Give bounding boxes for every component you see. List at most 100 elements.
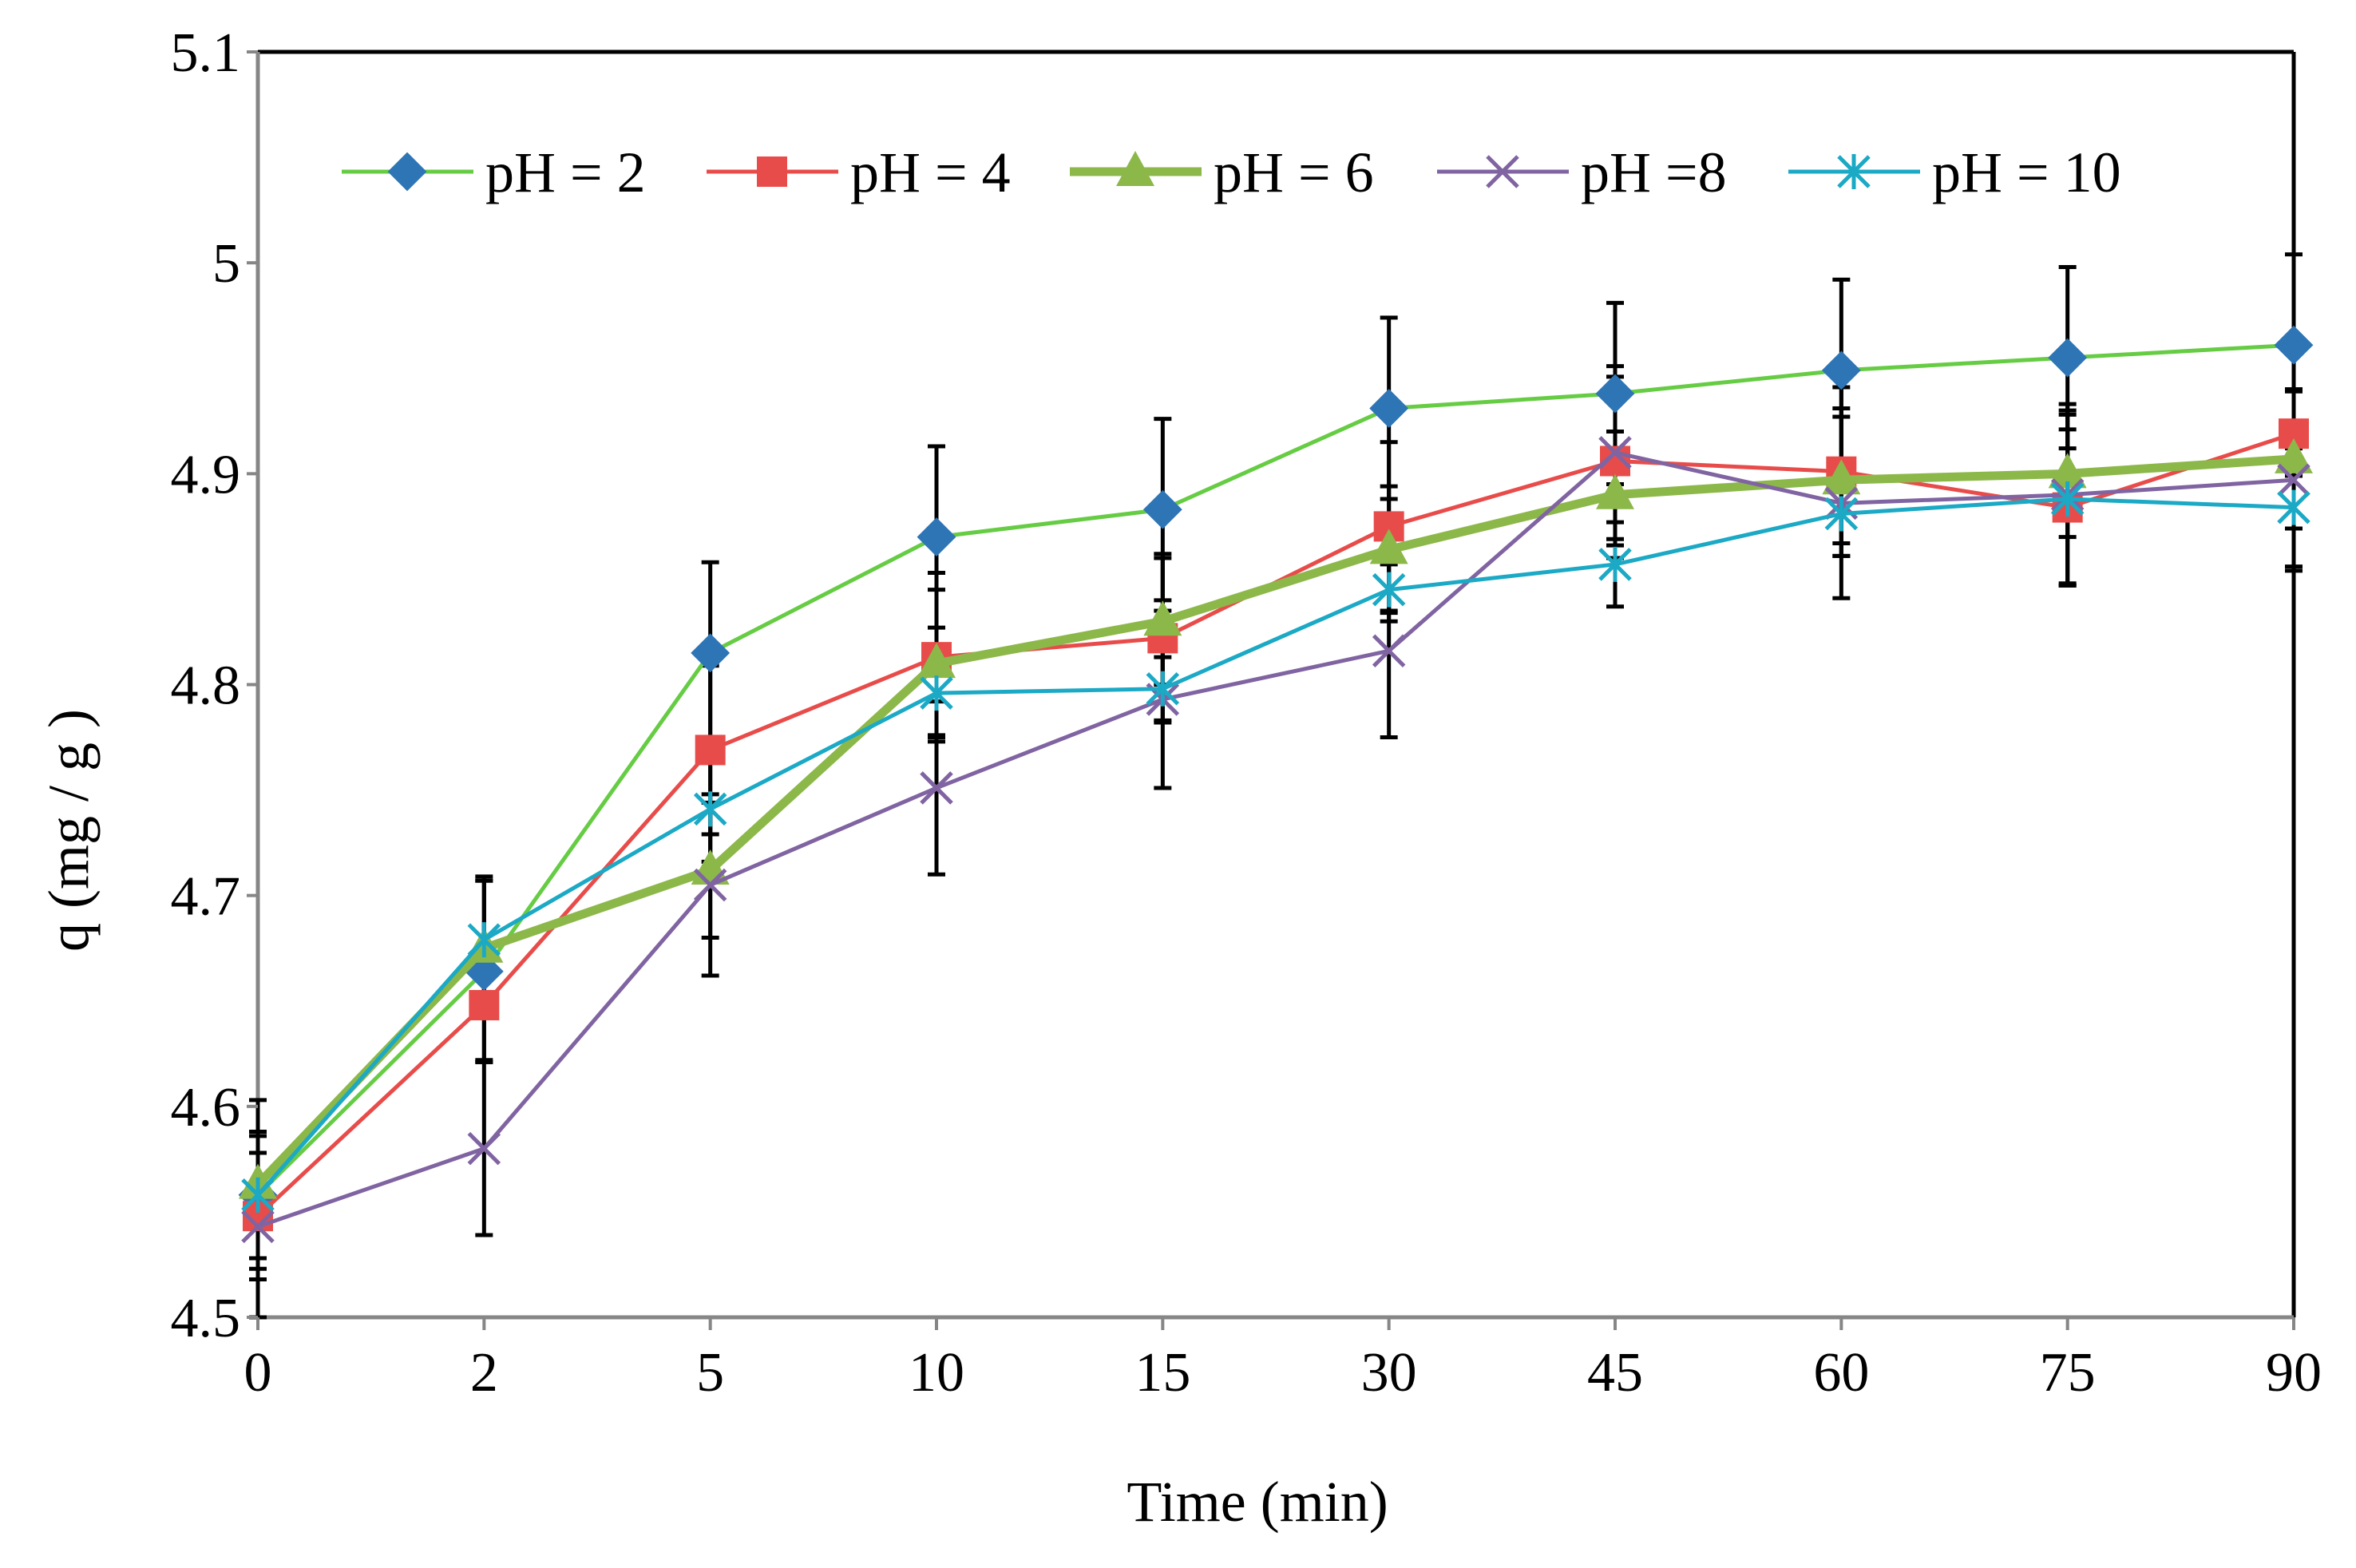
data-point [2048, 453, 2087, 489]
data-point [1824, 496, 1859, 532]
data-point [469, 990, 500, 1021]
series-1 [238, 325, 2314, 1215]
diamond-marker [691, 633, 731, 673]
y-tick-label: 4.9 [171, 444, 241, 505]
data-point [2277, 489, 2310, 525]
data-point [1116, 151, 1154, 186]
legend-label: pH = 4 [850, 141, 1011, 204]
x-marker-stroke [467, 1131, 501, 1166]
legend: pH = 2 pH = 4 pH = 6 pH =8 pH = 10 [342, 141, 2121, 204]
data-point [2050, 481, 2085, 517]
legend-label: pH = 2 [485, 141, 646, 204]
x-axis: 0 2 5 10 15 30 45 60 75 90 [244, 1317, 2322, 1404]
data-point [920, 771, 953, 805]
x-marker-stroke [1486, 155, 1519, 188]
diamond-marker [387, 152, 427, 192]
legend-label: pH =8 [1581, 141, 1727, 204]
legend-item-4: pH =8 [1437, 141, 1727, 204]
series-line [256, 343, 2295, 1197]
y-tick-label: 5 [212, 233, 240, 295]
diamond-marker [2274, 325, 2314, 365]
triangle-marker [2048, 453, 2087, 489]
data-point [2048, 338, 2088, 378]
data-point [1821, 350, 1861, 390]
data-point [693, 791, 727, 827]
triangle-marker [1596, 473, 1634, 509]
y-tick-label: 4.6 [171, 1077, 241, 1138]
x-tick-label: 75 [2040, 1342, 2096, 1404]
x-tick-label: 10 [909, 1342, 964, 1404]
data-point [467, 922, 501, 958]
square-marker [757, 156, 787, 187]
data-point [1142, 489, 1182, 529]
legend-item-1: pH = 2 [342, 141, 646, 204]
data-point [1369, 389, 1409, 428]
square-marker [469, 990, 500, 1021]
data-point [1486, 155, 1519, 188]
data-point [2274, 325, 2314, 365]
data-point [920, 675, 953, 711]
triangle-marker [2275, 438, 2313, 473]
triangle-marker [1143, 600, 1182, 636]
series-line [257, 450, 2295, 1229]
triangle-marker [1822, 459, 1861, 495]
x-marker-stroke [920, 771, 953, 805]
y-axis-title: q (mg / g ) [37, 709, 101, 952]
x-tick-label: 0 [244, 1342, 272, 1404]
diamond-marker [1369, 389, 1409, 428]
data-point [693, 868, 727, 902]
y-axis: 4.5 4.6 4.7 4.8 4.9 5 5.1 [171, 22, 258, 1349]
data-point [691, 633, 731, 673]
triangle-marker [1369, 529, 1408, 564]
diamond-marker [917, 517, 956, 556]
data-point [2275, 438, 2313, 473]
y-tick-label: 4.8 [171, 655, 241, 717]
x-tick-label: 90 [2266, 1342, 2322, 1404]
diamond-marker [1821, 350, 1861, 390]
legend-item-5: pH = 10 [1788, 141, 2121, 204]
data-point [1598, 436, 1632, 469]
data-point [241, 1210, 275, 1244]
data-point [1372, 572, 1406, 608]
data-point [241, 1177, 275, 1213]
x-marker-stroke [693, 868, 727, 902]
data-point [1143, 600, 1182, 636]
data-point [1598, 546, 1632, 582]
series-line [256, 497, 2295, 1197]
legend-item-2: pH = 4 [707, 141, 1011, 204]
data-point [387, 152, 427, 192]
x-tick-label: 5 [696, 1342, 724, 1404]
x-marker-stroke [2277, 463, 2310, 497]
diamond-marker [1595, 374, 1635, 414]
data-point [1837, 154, 1871, 189]
series-layer [238, 325, 2314, 1244]
data-point [757, 156, 787, 187]
x-marker-stroke [1372, 634, 1406, 668]
triangle-marker [1116, 151, 1154, 186]
data-point [917, 517, 956, 556]
legend-label: pH = 6 [1214, 141, 1374, 204]
y-tick-label: 4.7 [171, 866, 241, 928]
data-point [2277, 463, 2310, 497]
triangle-marker [917, 643, 956, 679]
data-point [1822, 459, 1861, 495]
x-tick-label: 15 [1134, 1342, 1190, 1404]
data-point [1595, 374, 1635, 414]
x-marker-stroke [241, 1210, 275, 1244]
diamond-marker [2048, 338, 2088, 378]
data-point [1146, 671, 1180, 707]
x-tick-label: 60 [1813, 1342, 1869, 1404]
data-point [1369, 529, 1408, 564]
y-tick-label: 4.5 [171, 1288, 241, 1349]
data-point [1596, 473, 1634, 509]
square-marker [695, 735, 726, 766]
x-marker-stroke [1598, 436, 1632, 469]
x-axis-title: Time (min) [1127, 1470, 1388, 1534]
diamond-marker [1142, 489, 1182, 529]
data-point [695, 735, 726, 766]
legend-label: pH = 10 [1932, 141, 2121, 204]
legend-item-3: pH = 6 [1070, 141, 1374, 204]
x-tick-label: 2 [470, 1342, 498, 1404]
data-point [1372, 634, 1406, 668]
